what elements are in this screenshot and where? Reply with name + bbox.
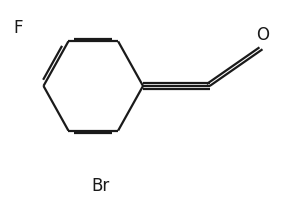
Text: Br: Br [91, 176, 110, 194]
Text: O: O [256, 26, 269, 44]
Text: F: F [14, 18, 23, 36]
